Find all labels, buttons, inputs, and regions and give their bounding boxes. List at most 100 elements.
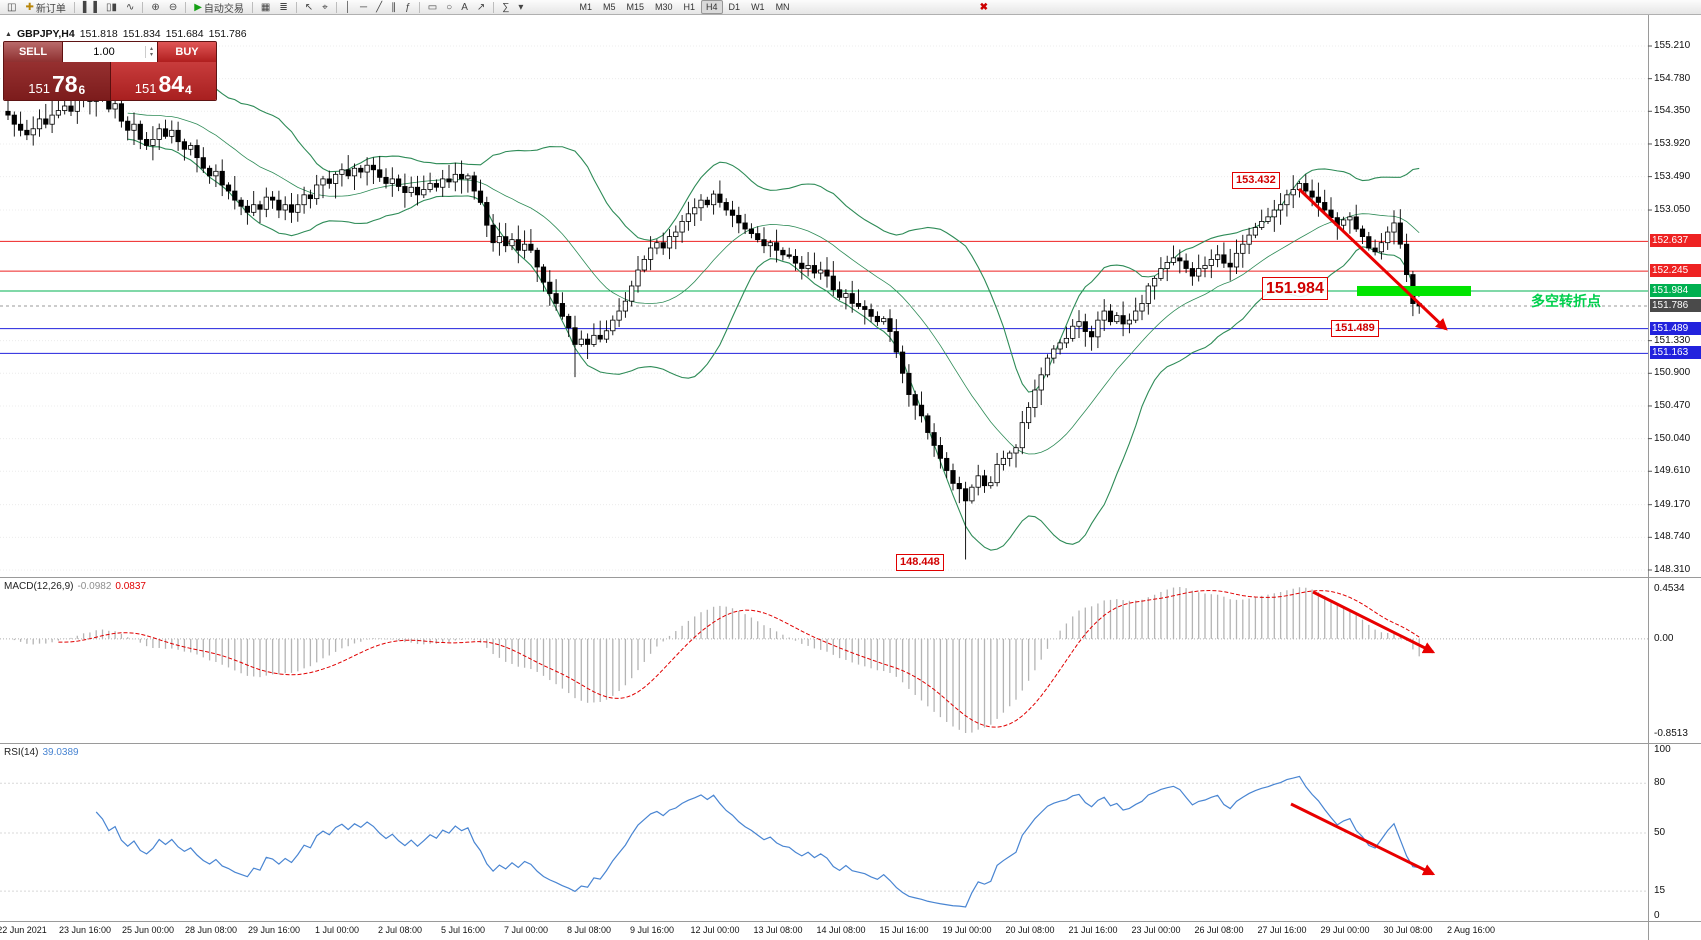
zoom-out-icon[interactable]: ⊖ — [165, 0, 181, 15]
time-axis-label: 1 Jul 00:00 — [314, 925, 360, 935]
rsi-axis-label: 50 — [1654, 827, 1666, 838]
time-axis-label: 23 Jul 00:00 — [1131, 925, 1181, 935]
price-tick-label: 149.170 — [1654, 498, 1691, 510]
new-order-button-label: 新订单 — [35, 3, 66, 15]
grid-icon-glyph: ▦ — [260, 1, 271, 13]
price-tick-label: 153.050 — [1654, 204, 1691, 216]
time-axis-label: 28 Jun 08:00 — [184, 925, 238, 935]
panel-separator[interactable] — [0, 742, 1701, 746]
buy-button[interactable]: BUY — [157, 42, 216, 62]
zoom-out-icon-glyph: ⊖ — [168, 1, 178, 13]
price-tick-label: 154.780 — [1654, 72, 1691, 84]
annotation-pivot-note[interactable]: 多空转折点 — [1531, 293, 1601, 309]
autotrading-button[interactable]: ▶ 自动交易 — [190, 0, 248, 15]
price-tick-label: 149.610 — [1654, 465, 1691, 477]
time-axis-label: 23 Jun 16:00 — [58, 925, 112, 935]
time-axis-label: 9 Jul 16:00 — [629, 925, 675, 935]
annotation-peak-price[interactable]: 153.432 — [1232, 172, 1280, 189]
ellipse-icon[interactable]: ○ — [442, 0, 456, 15]
horizontal-line-icon[interactable]: ─ — [356, 0, 371, 15]
channel-icon-glyph: ∥ — [391, 1, 397, 13]
time-axis-label: 29 Jun 16:00 — [247, 925, 301, 935]
bar-open-value: 151.818 — [79, 28, 118, 40]
trade-panel-controls: SELL ▴ ▾ BUY — [4, 42, 216, 62]
data-window-icon[interactable]: ≣ — [275, 0, 291, 15]
vertical-line-icon[interactable]: │ — [341, 0, 355, 15]
time-axis-label: 21 Jul 16:00 — [1068, 925, 1118, 935]
buy-price[interactable]: 151 84 4 — [110, 62, 216, 100]
time-axis-label: 13 Jul 08:00 — [753, 925, 803, 935]
rsi-value: 39.0389 — [42, 747, 79, 758]
indicators-dropdown-icon-glyph: ▾ — [518, 1, 524, 13]
indicators-dropdown-icon[interactable]: ▾ — [514, 0, 527, 15]
cursor-icon[interactable]: ↖ — [301, 0, 317, 15]
rectangle-icon[interactable]: ▭ — [424, 0, 441, 15]
crosshair-icon[interactable]: ⌖ — [318, 0, 332, 15]
symbol-name: GBPJPY,H4 — [16, 28, 75, 40]
channel-icon[interactable]: ∥ — [387, 0, 400, 15]
price-level-badge: 152.637 — [1650, 234, 1701, 248]
grid-icon[interactable]: ▦ — [257, 0, 274, 15]
price-tick-label: 154.350 — [1654, 105, 1691, 117]
sell-price[interactable]: 151 78 6 — [4, 62, 111, 100]
price-tick-label: 148.310 — [1654, 563, 1691, 575]
annotation-bottom-price[interactable]: 148.448 — [896, 554, 944, 571]
timeframe-h4[interactable]: H4 — [701, 0, 723, 14]
toolbar-separator — [251, 1, 253, 13]
volume-field: ▴ ▾ — [63, 42, 157, 62]
fibonacci-icon[interactable]: ƒ — [401, 0, 415, 15]
buy-price-pips: 84 — [158, 71, 185, 97]
sell-button[interactable]: SELL — [4, 42, 63, 62]
volume-input[interactable] — [63, 45, 145, 59]
rsi-axis-label: 80 — [1654, 777, 1666, 789]
chart-window-icon[interactable]: ◫ — [3, 0, 20, 15]
price-tick-label: 150.900 — [1654, 367, 1691, 379]
zoom-in-icon-glyph: ⊕ — [151, 1, 160, 13]
time-axis-label: 8 Jul 08:00 — [566, 925, 612, 935]
toolbar-separator — [185, 1, 187, 13]
line-chart-icon[interactable]: ∿ — [122, 0, 138, 15]
macd-axis-label: -0.8513 — [1654, 728, 1688, 739]
price-tick-label: 153.490 — [1654, 170, 1691, 182]
annotation-pivot-price[interactable]: 151.984 — [1262, 277, 1328, 300]
timeframe-m15[interactable]: M15 — [626, 2, 644, 12]
sell-price-pip: 6 — [78, 83, 86, 97]
time-axis-label: 30 Jul 08:00 — [1383, 925, 1433, 935]
spin-up-icon[interactable]: ▴ — [149, 46, 153, 52]
price-level-badge: 151.984 — [1650, 283, 1701, 297]
close-icon[interactable]: ✖ — [979, 1, 988, 13]
volume-spinner[interactable]: ▴ ▾ — [145, 46, 157, 58]
rsi-indicator-label: RSI(14) 39.0389 — [4, 747, 79, 758]
timeframe-d1[interactable]: D1 — [728, 2, 741, 12]
spin-down-icon[interactable]: ▾ — [149, 52, 153, 58]
timeframe-h1[interactable]: H1 — [683, 2, 696, 12]
buy-price-pip: 4 — [185, 83, 192, 97]
timeframe-m5[interactable]: M5 — [602, 2, 616, 12]
macd-signal-value: 0.0837 — [115, 581, 146, 592]
bar-chart-icon[interactable]: ▌▐ — [79, 0, 101, 15]
timeframe-mn[interactable]: MN — [775, 2, 790, 12]
sell-price-pips: 78 — [51, 71, 78, 97]
timeframe-m30[interactable]: M30 — [655, 2, 673, 12]
trendline-icon-glyph: ╱ — [376, 1, 383, 13]
text-icon[interactable]: A — [457, 0, 472, 15]
price-level-badge: 151.163 — [1650, 346, 1701, 360]
time-axis-label: 26 Jul 08:00 — [1194, 925, 1244, 935]
arrow-tool-icon[interactable]: ↗ — [473, 0, 489, 15]
panel-separator[interactable] — [0, 576, 1701, 580]
arrow-tool-icon-glyph: ↗ — [476, 1, 486, 13]
trendline-icon[interactable]: ╱ — [372, 0, 386, 15]
candlestick-chart-icon[interactable]: ▯▮ — [102, 0, 121, 15]
current-price-badge: 151.786 — [1650, 299, 1701, 313]
timeframe-m1[interactable]: M1 — [579, 2, 592, 12]
price-tick-label: 150.040 — [1654, 432, 1691, 444]
new-order-button[interactable]: ✚ 新订单 — [21, 0, 69, 15]
indicators-icon[interactable]: ∑ — [498, 0, 513, 15]
toolbar-separator — [295, 1, 297, 13]
annotation-support-price[interactable]: 151.489 — [1331, 320, 1379, 337]
zoom-in-icon[interactable]: ⊕ — [147, 0, 163, 15]
price-tick-label: 150.470 — [1654, 399, 1691, 411]
timeframe-w1[interactable]: W1 — [751, 2, 765, 12]
cursor-icon-glyph: ↖ — [304, 1, 314, 13]
